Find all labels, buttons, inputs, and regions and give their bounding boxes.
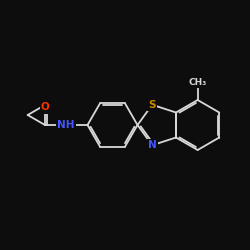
Text: O: O bbox=[40, 102, 49, 113]
Text: NH: NH bbox=[58, 120, 75, 130]
Text: S: S bbox=[148, 100, 156, 110]
Text: CH₃: CH₃ bbox=[188, 78, 207, 87]
Text: N: N bbox=[148, 140, 156, 150]
